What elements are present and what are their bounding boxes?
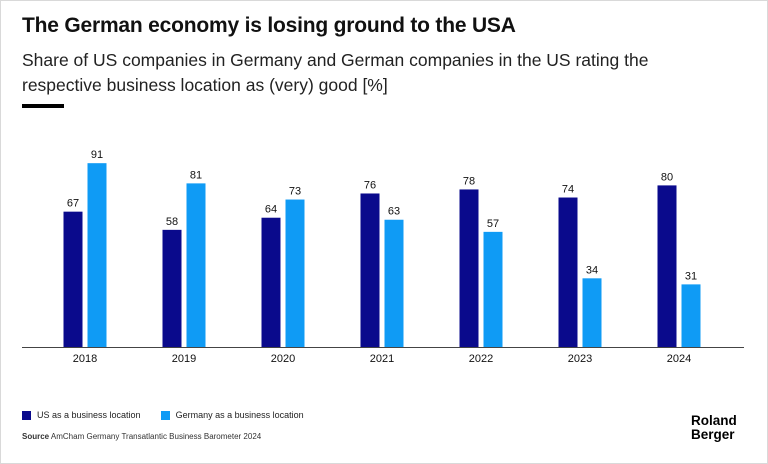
legend-swatch-us [22, 410, 31, 420]
bar-us-2022 [459, 189, 479, 347]
bar-us-2021 [360, 193, 380, 347]
data-label-us-2022: 78 [463, 175, 475, 187]
legend-label-us: US as a business location [37, 410, 141, 420]
bar-us-2024 [657, 185, 677, 347]
data-label-us-2018: 67 [67, 198, 79, 210]
legend-label-germany: Germany as a business location [175, 410, 304, 420]
source-text: AmCham Germany Transatlantic Business Ba… [50, 432, 262, 441]
data-label-germany-2023: 34 [586, 264, 598, 276]
x-tick-label-2023: 2023 [568, 353, 592, 365]
data-label-us-2023: 74 [562, 184, 574, 196]
bar-us-2018 [63, 211, 83, 347]
data-label-us-2020: 64 [265, 204, 277, 216]
x-tick-label-2018: 2018 [73, 353, 97, 365]
data-label-germany-2020: 73 [289, 186, 301, 198]
bar-us-2020 [261, 217, 281, 347]
bar-germany-2022 [483, 231, 503, 347]
chart-title: The German economy is losing ground to t… [22, 14, 516, 37]
chart-subtitle: Share of US companies in Germany and Ger… [22, 50, 649, 95]
source-label: Source [22, 432, 50, 441]
data-label-germany-2024: 31 [685, 270, 697, 282]
logo-line-1: Roland [691, 413, 737, 428]
data-label-germany-2019: 81 [190, 169, 202, 181]
x-tick-label-2019: 2019 [172, 353, 196, 365]
x-tick-label-2022: 2022 [469, 353, 493, 365]
bar-us-2019 [162, 229, 182, 347]
bar-germany-2019 [186, 183, 206, 347]
bar-germany-2024 [681, 284, 701, 347]
data-label-us-2024: 80 [661, 171, 673, 183]
legend-item-germany: Germany as a business location [160, 410, 304, 420]
bar-germany-2020 [285, 199, 305, 347]
bar-germany-2021 [384, 219, 404, 347]
x-tick-label-2021: 2021 [370, 353, 394, 365]
bar-germany-2023 [582, 278, 602, 347]
title-accent-rule [22, 104, 64, 108]
data-label-germany-2021: 63 [388, 206, 400, 218]
logo-line-2: Berger [691, 427, 735, 442]
data-label-us-2021: 76 [364, 179, 376, 191]
x-tick-label-2024: 2024 [667, 353, 691, 365]
bar-us-2023 [558, 197, 578, 347]
data-label-germany-2018: 91 [91, 149, 103, 161]
legend-item-us: US as a business location [22, 410, 141, 420]
source-note: Source AmCham Germany Transatlantic Busi… [22, 432, 261, 441]
bar-germany-2018 [87, 163, 107, 347]
chart-legend: US as a business location Germany as a b… [22, 410, 304, 420]
x-tick-label-2020: 2020 [271, 353, 295, 365]
legend-swatch-germany [160, 410, 170, 420]
data-label-us-2019: 58 [166, 216, 178, 228]
data-label-germany-2022: 57 [487, 218, 499, 230]
roland-berger-logo: Roland Berger [691, 414, 737, 442]
